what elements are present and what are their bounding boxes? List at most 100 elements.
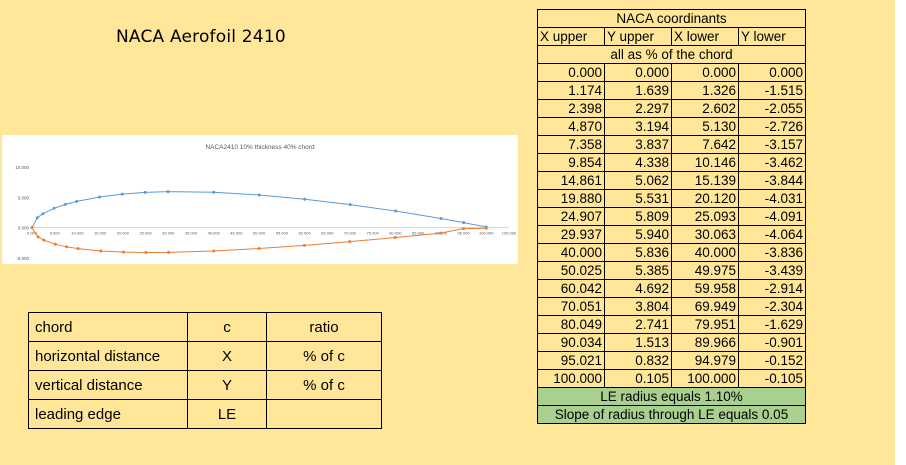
upper-surface-point bbox=[462, 221, 466, 225]
naca-coordinates-table: NACA coordinants X upper Y upper X lower… bbox=[537, 9, 806, 424]
upper-surface-point bbox=[75, 199, 79, 203]
lower-surface-point bbox=[121, 250, 125, 254]
legend-name: chord bbox=[28, 312, 188, 342]
x-tick-label: 10.000 bbox=[71, 231, 84, 236]
cell-y-upper: 5.531 bbox=[604, 189, 672, 208]
cell-y-lower: -4.064 bbox=[738, 225, 806, 244]
cell-y-lower: -0.901 bbox=[738, 333, 806, 352]
cell-x-upper: 19.880 bbox=[537, 189, 605, 208]
x-tick-label: 85.000 bbox=[412, 231, 425, 236]
cell-y-upper: 5.809 bbox=[604, 207, 672, 226]
cell-y-upper: 0.105 bbox=[604, 369, 672, 388]
cell-y-lower: -3.439 bbox=[738, 261, 806, 280]
aerofoil-chart[interactable]: NACA2410 10% thickness 40% chord 10.000 5.… bbox=[2, 135, 518, 264]
cell-y-upper: 5.836 bbox=[604, 243, 672, 262]
legend-name: horizontal distance bbox=[28, 341, 188, 371]
cell-x-upper: 29.937 bbox=[537, 225, 605, 244]
coords-header-row: X upper Y upper X lower Y lower bbox=[537, 27, 806, 46]
cell-x-upper: 7.358 bbox=[537, 135, 605, 154]
x-tick-label: 55.000 bbox=[276, 231, 289, 236]
cell-y-upper: 1.639 bbox=[604, 81, 672, 100]
x-tick-label: 15.000 bbox=[94, 231, 107, 236]
x-tick-label: 95.000 bbox=[457, 231, 470, 236]
coords-row: 14.861 5.062 15.139 -3.844 bbox=[537, 171, 806, 190]
cell-x-lower: 94.979 bbox=[671, 351, 739, 370]
lower-surface-point bbox=[53, 242, 57, 246]
legend-unit: % of c bbox=[266, 370, 382, 400]
cell-y-lower: -4.091 bbox=[738, 207, 806, 226]
coords-note-row: Slope of radius through LE equals 0.05 bbox=[537, 405, 806, 424]
cell-x-upper: 70.051 bbox=[537, 297, 605, 316]
coords-row: 19.880 5.531 20.120 -4.031 bbox=[537, 189, 806, 208]
cell-x-upper: 95.021 bbox=[537, 351, 605, 370]
legend-unit bbox=[266, 399, 382, 429]
upper-surface-point bbox=[120, 192, 124, 196]
legend-unit: % of c bbox=[266, 341, 382, 371]
cell-x-lower: 59.958 bbox=[671, 279, 739, 298]
cell-y-lower: -2.055 bbox=[738, 99, 806, 118]
cell-x-lower: 7.642 bbox=[671, 135, 739, 154]
chart-title: NACA2410 10% thickness 40% chord bbox=[205, 144, 315, 151]
coords-row: 95.021 0.832 94.979 -0.152 bbox=[537, 351, 806, 370]
cell-x-lower: 15.139 bbox=[671, 171, 739, 190]
lower-surface-point bbox=[76, 247, 80, 251]
y-tick-label: 0.000 bbox=[18, 226, 30, 231]
coords-row: 70.051 3.804 69.949 -2.304 bbox=[537, 297, 806, 316]
x-tick-label: 100.000 bbox=[479, 231, 494, 236]
lower-surface-point bbox=[257, 247, 261, 251]
coords-row: 90.034 1.513 89.966 -0.901 bbox=[537, 333, 806, 352]
coords-subtitle: all as % of the chord bbox=[537, 45, 806, 64]
cell-x-lower: 5.130 bbox=[671, 117, 739, 136]
x-tick-label: 65.000 bbox=[321, 231, 334, 236]
cell-y-upper: 3.804 bbox=[604, 297, 672, 316]
coords-title: NACA coordinants bbox=[537, 9, 806, 28]
cell-x-upper: 80.049 bbox=[537, 315, 605, 334]
cell-x-upper: 0.000 bbox=[537, 63, 605, 82]
x-tick-label: 105.000 bbox=[502, 231, 517, 236]
cell-y-upper: 4.338 bbox=[604, 153, 672, 172]
cell-y-lower: -1.629 bbox=[738, 315, 806, 334]
lower-surface-point bbox=[144, 250, 148, 254]
cell-x-upper: 100.000 bbox=[537, 369, 605, 388]
cell-y-upper: 3.837 bbox=[604, 135, 672, 154]
upper-surface-point bbox=[212, 190, 216, 194]
legend-symbol: c bbox=[187, 312, 267, 342]
lower-surface-point bbox=[65, 245, 69, 249]
coords-row: 60.042 4.692 59.958 -2.914 bbox=[537, 279, 806, 298]
lower-surface-point bbox=[99, 249, 103, 253]
cell-x-lower: 100.000 bbox=[671, 369, 739, 388]
cell-y-lower: -4.031 bbox=[738, 189, 806, 208]
chart-svg: NACA2410 10% thickness 40% chord 10.000 5.… bbox=[15, 144, 517, 261]
cell-y-upper: 5.062 bbox=[604, 171, 672, 190]
lower-surface-point bbox=[30, 226, 34, 230]
cell-x-upper: 4.870 bbox=[537, 117, 605, 136]
x-tick-label: 0.000 bbox=[27, 231, 38, 236]
lower-surface-point bbox=[212, 249, 216, 253]
upper-surface-point bbox=[52, 206, 56, 210]
x-tick-label: 25.000 bbox=[139, 231, 152, 236]
header-x-lower: X lower bbox=[671, 27, 739, 46]
coords-subtitle-row: all as % of the chord bbox=[537, 45, 806, 64]
cell-y-upper: 5.940 bbox=[604, 225, 672, 244]
lower-surface-point bbox=[348, 240, 352, 244]
cell-y-lower: -0.105 bbox=[738, 369, 806, 388]
coords-row: 2.398 2.297 2.602 -2.055 bbox=[537, 99, 806, 118]
cell-y-lower: -1.515 bbox=[738, 81, 806, 100]
cell-x-lower: 79.951 bbox=[671, 315, 739, 334]
coords-row: 0.000 0.000 0.000 0.000 bbox=[537, 63, 806, 82]
cell-y-lower: -3.836 bbox=[738, 243, 806, 262]
lower-surface-point bbox=[393, 236, 397, 240]
upper-surface-point bbox=[439, 216, 443, 220]
legend-symbol: Y bbox=[187, 370, 267, 400]
coords-note: Slope of radius through LE equals 0.05 bbox=[537, 405, 806, 424]
coords-row: 24.907 5.809 25.093 -4.091 bbox=[537, 207, 806, 226]
upper-surface-point bbox=[166, 190, 170, 194]
coords-row: 29.937 5.940 30.063 -4.064 bbox=[537, 225, 806, 244]
legend-row: chord c ratio bbox=[28, 312, 382, 342]
coords-row: 40.000 5.836 40.000 -3.836 bbox=[537, 243, 806, 262]
upper-surface-point bbox=[303, 197, 307, 201]
cell-x-lower: 30.063 bbox=[671, 225, 739, 244]
legend-unit: ratio bbox=[266, 312, 382, 342]
cell-x-lower: 40.000 bbox=[671, 243, 739, 262]
cell-x-lower: 25.093 bbox=[671, 207, 739, 226]
